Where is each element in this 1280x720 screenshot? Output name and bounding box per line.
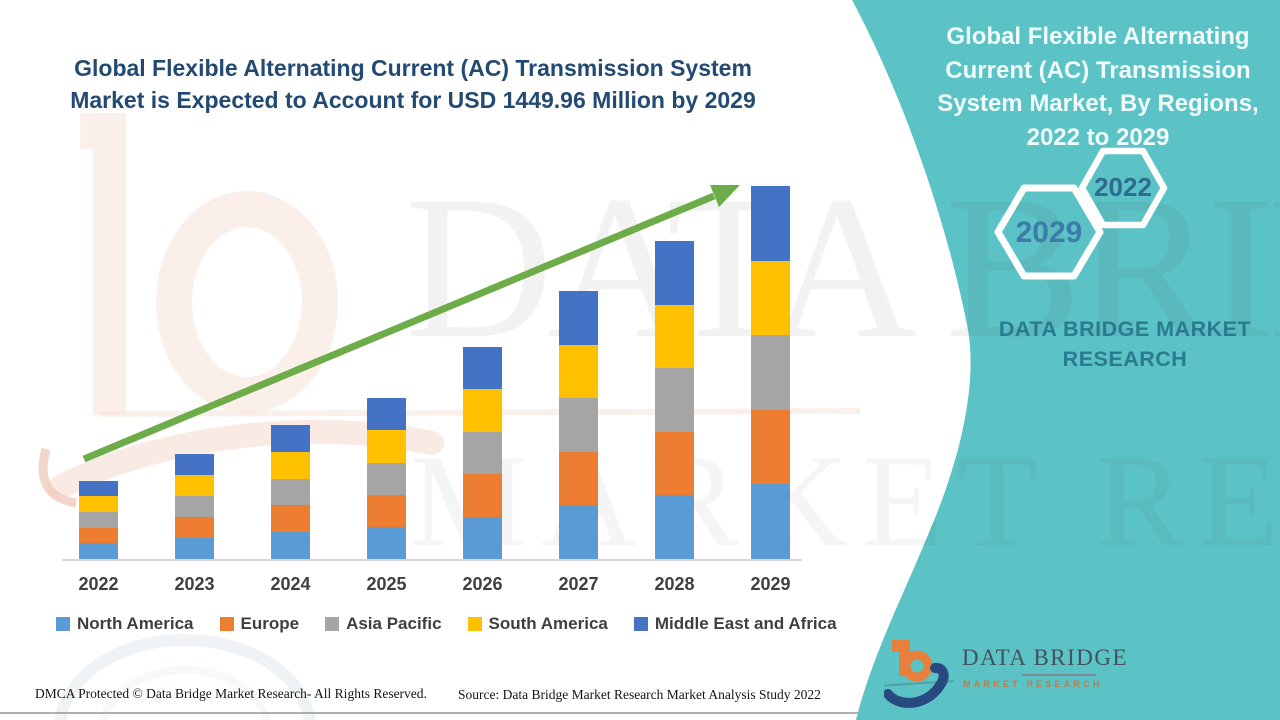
bar-segment-europe-2029 (751, 409, 790, 485)
hexagon-year-2029: 2029 (1015, 216, 1083, 249)
bar-segment-asia-pacific-2028 (655, 368, 694, 432)
bar-segment-south-america-2029 (751, 260, 790, 336)
legend-label: North America (77, 614, 194, 633)
bar-segment-europe-2024 (271, 505, 310, 533)
bar-segment-asia-pacific-2025 (367, 462, 406, 495)
side-panel-heading: Global Flexible Alternating Current (AC)… (930, 20, 1266, 154)
logo-underline (1022, 674, 1096, 676)
bar-segment-middle-east-and-africa-2025 (367, 398, 406, 431)
bar-segment-north-america-2022 (79, 543, 118, 559)
bar-segment-asia-pacific-2029 (751, 335, 790, 410)
page-title-line-1: Global Flexible Alternating Current (AC)… (74, 55, 752, 81)
x-axis-label-2022: 2022 (78, 574, 119, 594)
bar-segment-europe-2022 (79, 527, 118, 544)
bar-segment-europe-2027 (559, 451, 598, 506)
legend-swatch (467, 617, 482, 631)
bar-segment-north-america-2024 (271, 532, 310, 559)
bar-segment-south-america-2027 (559, 344, 598, 399)
side-panel-heading-line-3: System Market, By Regions, (937, 90, 1259, 117)
bar-segment-asia-pacific-2022 (79, 511, 118, 528)
bar-segment-middle-east-and-africa-2026 (463, 346, 502, 390)
bar-segment-asia-pacific-2027 (559, 398, 598, 452)
bar-segment-south-america-2023 (175, 474, 214, 496)
x-axis-label-2025: 2025 (366, 574, 407, 594)
bar-segment-north-america-2025 (367, 526, 406, 559)
hexagon-badge-2022 (1078, 147, 1168, 229)
side-panel-heading-line-4: 2022 to 2029 (1026, 123, 1170, 151)
x-axis-label-2027: 2027 (558, 574, 599, 594)
bar-segment-europe-2025 (367, 494, 406, 527)
bar-segment-south-america-2028 (655, 304, 694, 369)
bar-segment-middle-east-and-africa-2029 (751, 186, 790, 261)
bar-segment-south-america-2026 (463, 389, 502, 432)
bar-segment-europe-2023 (175, 516, 214, 538)
bar-segment-middle-east-and-africa-2028 (655, 241, 694, 305)
bar-segment-middle-east-and-africa-2022 (79, 480, 118, 497)
footer-source-text: Source: Data Bridge Market Research Mark… (458, 687, 821, 702)
data-bridge-logo (884, 640, 955, 708)
bar-segment-north-america-2023 (175, 537, 214, 559)
brand-text-line-1: DATA BRIDGE MARKET (998, 317, 1252, 341)
bar-segment-north-america-2026 (463, 516, 502, 559)
x-axis-label-2028: 2028 (654, 574, 695, 594)
legend-label: Asia Pacific (346, 614, 442, 633)
x-axis-label-2023: 2023 (174, 574, 215, 594)
side-panel-heading-line-1: Global Flexible Alternating (946, 23, 1250, 50)
hexagon-badge-2029 (994, 184, 1104, 280)
footer-dmca-text: DMCA Protected © Data Bridge Market Rese… (35, 686, 427, 701)
logo-title: DATA BRIDGE (962, 645, 1129, 670)
legend-label: Middle East and Africa (654, 614, 837, 633)
bar-segment-europe-2028 (655, 431, 694, 496)
page-title-line-2: Market is Expected to Account for USD 14… (70, 87, 756, 113)
bar-segment-north-america-2029 (751, 484, 790, 559)
legend-item-south-america: South America (467, 614, 608, 634)
chart-legend: North America Europe Asia Pacific South Ame… (56, 614, 846, 634)
brand-text-line-2: RESEARCH (1062, 347, 1188, 371)
legend-label: South America (488, 614, 608, 633)
legend-swatch (325, 617, 340, 631)
legend-swatch (56, 617, 70, 631)
legend-swatch (633, 617, 648, 631)
legend-item-middle-east-and-africa: Middle East and Africa (633, 614, 837, 634)
legend-label: Europe (240, 614, 300, 633)
bar-segment-europe-2026 (463, 474, 502, 517)
bar-segment-middle-east-and-africa-2023 (175, 453, 214, 475)
bar-segment-south-america-2022 (79, 496, 118, 512)
bar-segment-south-america-2024 (271, 451, 310, 479)
logo-subtitle: MARKET RESEARCH (963, 679, 1103, 689)
side-panel-heading-line-2: Current (AC) Transmission (945, 56, 1251, 84)
bottom-divider (0, 712, 1280, 714)
bar-segment-asia-pacific-2024 (271, 478, 310, 506)
x-axis-label-2024: 2024 (270, 574, 311, 594)
bar-segment-middle-east-and-africa-2024 (271, 425, 310, 452)
legend-item-asia-pacific: Asia Pacific (325, 614, 442, 634)
x-axis-label-2029: 2029 (750, 574, 791, 594)
bar-segment-south-america-2025 (367, 430, 406, 463)
x-axis-line (62, 559, 802, 561)
legend-item-north-america: North America (56, 614, 194, 634)
x-axis-label-2026: 2026 (462, 574, 503, 594)
page-title: Global Flexible Alternating Current (AC)… (30, 52, 796, 116)
hexagon-year-2022: 2022 (1094, 172, 1152, 202)
bar-segment-asia-pacific-2023 (175, 495, 214, 517)
bar-segment-north-america-2027 (559, 505, 598, 559)
legend-swatch (219, 617, 234, 631)
bar-segment-asia-pacific-2026 (463, 431, 502, 475)
brand-text: DATA BRIDGE MARKET RESEARCH (955, 314, 1280, 374)
legend-item-europe: Europe (219, 614, 300, 634)
bar-segment-north-america-2028 (655, 495, 694, 559)
bar-segment-middle-east-and-africa-2027 (559, 291, 598, 345)
